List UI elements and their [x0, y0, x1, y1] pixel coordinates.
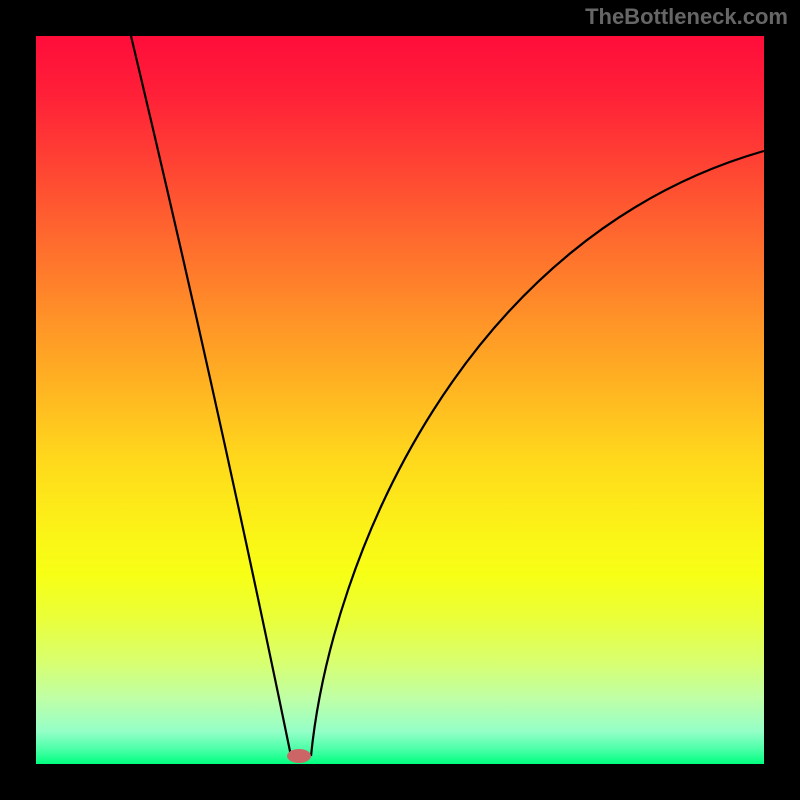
gradient-background: [36, 36, 764, 764]
watermark-text: TheBottleneck.com: [585, 4, 788, 30]
minimum-marker: [287, 749, 311, 763]
plot-area: [36, 36, 764, 764]
chart-svg: [36, 36, 764, 764]
chart-container: TheBottleneck.com: [0, 0, 800, 800]
